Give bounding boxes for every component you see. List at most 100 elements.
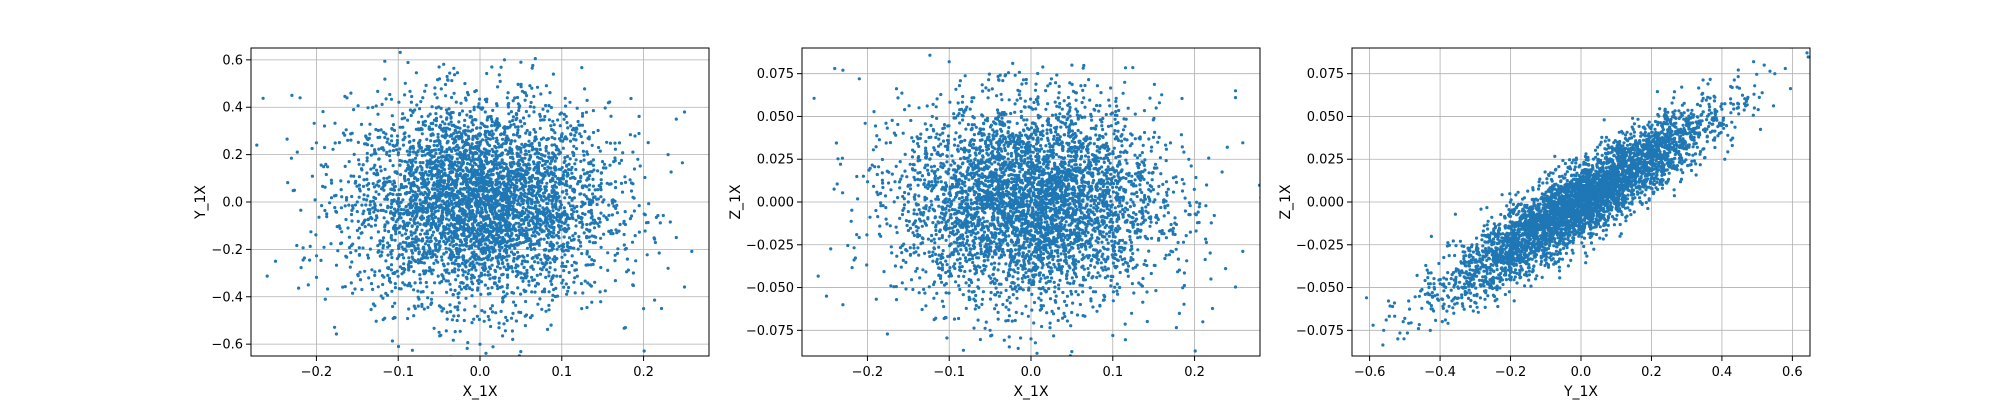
- scatter-point: [369, 307, 373, 312]
- scatter-point: [389, 263, 394, 267]
- scatter-point: [486, 137, 490, 141]
- scatter-point: [468, 109, 472, 114]
- scatter-point: [438, 244, 442, 248]
- scatter-point: [577, 180, 581, 184]
- scatter-point: [524, 207, 528, 211]
- scatter-point: [545, 227, 549, 231]
- scatter-point: [449, 250, 453, 254]
- scatter-point: [516, 273, 520, 277]
- scatter-point: [445, 111, 449, 115]
- scatter-point: [583, 212, 587, 216]
- scatter-point: [528, 242, 532, 247]
- scatter-point: [521, 240, 526, 245]
- scatter-point: [356, 219, 360, 223]
- scatter-point: [637, 230, 642, 234]
- scatter-point: [348, 265, 352, 269]
- scatter-point: [470, 267, 474, 271]
- scatter-point: [464, 287, 468, 291]
- scatter-point: [459, 101, 463, 105]
- scatter-point: [551, 72, 556, 76]
- scatter-point: [511, 204, 515, 208]
- scatter-point: [428, 158, 432, 162]
- scatter-point: [483, 125, 487, 129]
- scatter-point: [402, 262, 406, 266]
- scatter-point: [441, 120, 445, 124]
- scatter-point: [490, 304, 494, 308]
- scatter-point: [511, 176, 515, 180]
- scatter-point: [521, 201, 525, 205]
- scatter-point: [501, 161, 506, 165]
- scatter-point: [469, 217, 473, 221]
- scatter-point: [495, 167, 499, 171]
- scatter-point: [515, 238, 519, 242]
- scatter-point: [459, 287, 463, 291]
- scatter-point: [487, 161, 491, 165]
- scatter-point: [404, 241, 408, 245]
- scatter-point: [499, 228, 503, 232]
- scatter-point: [365, 156, 369, 160]
- scatter-point: [502, 265, 506, 269]
- scatter-point: [583, 184, 587, 188]
- scatter-point: [574, 147, 579, 151]
- scatter-point: [579, 244, 583, 248]
- scatter-point: [434, 151, 438, 155]
- scatter-point: [365, 198, 369, 202]
- scatter-point: [578, 240, 583, 244]
- scatter-point: [338, 226, 342, 230]
- scatter-point: [490, 184, 494, 188]
- scatter-point: [466, 162, 470, 166]
- scatter-point: [310, 174, 314, 178]
- scatter-point: [493, 197, 497, 201]
- scatter-point: [896, 122, 900, 127]
- scatter-point: [458, 151, 463, 155]
- scatter-point: [418, 146, 422, 150]
- scatter-point: [498, 248, 502, 252]
- scatter-point: [473, 304, 477, 308]
- scatter-point: [489, 220, 493, 224]
- scatter-point: [590, 143, 594, 147]
- scatter-point: [553, 165, 557, 169]
- scatter-point: [529, 247, 533, 252]
- scatter-point: [452, 38, 455, 41]
- scatter-point: [554, 156, 559, 160]
- scatter-point: [588, 240, 592, 244]
- scatter-point: [386, 253, 390, 257]
- scatter-point: [516, 154, 520, 158]
- scatter-point: [538, 272, 543, 276]
- scatter-point: [424, 170, 428, 174]
- scatter-point: [472, 189, 476, 193]
- scatter-point: [465, 235, 469, 239]
- scatter-point: [436, 170, 440, 174]
- scatter-point: [466, 196, 470, 200]
- scatter-point: [436, 132, 440, 136]
- scatter-point: [411, 243, 415, 248]
- scatter-point: [458, 209, 462, 213]
- scatter-point: [573, 276, 577, 280]
- scatter-point: [407, 140, 411, 144]
- scatter-point: [623, 222, 628, 227]
- scatter-point: [423, 119, 427, 123]
- scatter-point: [391, 148, 396, 153]
- scatter-point: [501, 142, 505, 146]
- scatter-point: [565, 174, 569, 178]
- scatter-point: [666, 153, 670, 157]
- scatter-point: [506, 91, 510, 95]
- scatter-point: [483, 283, 487, 287]
- scatter-point: [265, 274, 269, 278]
- scatter-point: [444, 94, 448, 98]
- scatter-point: [568, 195, 572, 199]
- scatter-point: [400, 245, 404, 249]
- scatter-point: [580, 114, 585, 118]
- scatter-point: [477, 233, 481, 237]
- scatter-point: [478, 97, 482, 101]
- scatter-point: [356, 104, 360, 108]
- scatter-point: [393, 238, 397, 242]
- scatter-point: [371, 206, 375, 210]
- scatter-point: [425, 186, 429, 191]
- scatter-point: [534, 207, 539, 211]
- scatter-point: [444, 329, 448, 333]
- scatter-point: [347, 246, 352, 250]
- scatter-point: [1123, 257, 1127, 261]
- scatter-point: [455, 183, 459, 187]
- scatter-point: [613, 156, 617, 160]
